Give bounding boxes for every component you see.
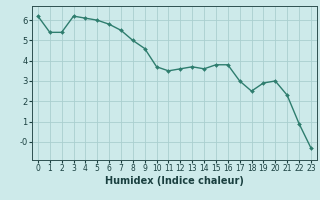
- X-axis label: Humidex (Indice chaleur): Humidex (Indice chaleur): [105, 176, 244, 186]
